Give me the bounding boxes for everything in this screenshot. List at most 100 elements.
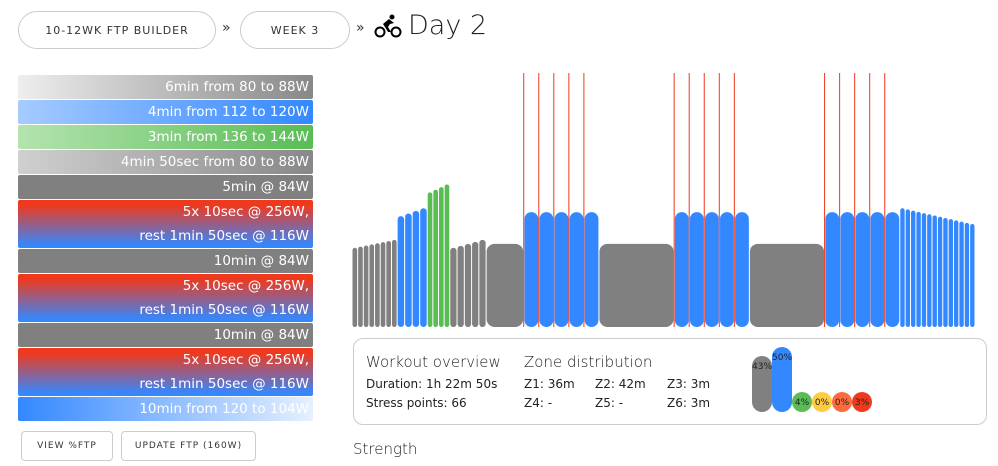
power-bar xyxy=(369,244,375,327)
interval-label: rest 1min 50sec @ 116W xyxy=(139,228,309,244)
recovery-bar xyxy=(870,212,885,327)
power-bar xyxy=(427,192,433,327)
interval-row[interactable]: 10min from 120 to 104W xyxy=(18,397,313,421)
power-bar xyxy=(954,220,959,327)
recovery-bar xyxy=(524,212,539,327)
interval-label: 10min @ 84W xyxy=(213,253,309,269)
overview-title: Workout overview xyxy=(366,353,501,371)
breadcrumb-plan[interactable]: 10-12WK FTP BUILDER xyxy=(18,11,216,49)
interval-label: 5x 10sec @ 256W, xyxy=(182,204,309,220)
workout-overview-panel: Workout overview Duration: 1h 22m 50s St… xyxy=(353,338,987,425)
power-bar xyxy=(386,241,391,327)
zone-percent-bar: 43% xyxy=(752,356,772,412)
power-bar xyxy=(397,216,405,327)
stress-points: Stress points: 66 xyxy=(366,396,467,410)
interval-label: 5x 10sec @ 256W, xyxy=(182,352,309,368)
zone-percent-bar: 0% xyxy=(832,392,852,412)
power-bar xyxy=(749,243,825,327)
interval-row[interactable]: 5x 10sec @ 256W, rest 1min 50sec @ 116W xyxy=(18,348,313,396)
zone-title: Zone distribution xyxy=(524,353,653,371)
power-bar xyxy=(900,208,905,327)
power-bar xyxy=(450,247,457,327)
update-ftp-button[interactable]: UPDATE FTP (160W) xyxy=(121,431,256,461)
view-ftp-button[interactable]: VIEW %FTP xyxy=(21,431,113,461)
power-bar xyxy=(405,213,412,327)
interval-label: 6min from 80 to 88W xyxy=(165,79,309,95)
recovery-bar xyxy=(584,212,599,327)
recovery-bar xyxy=(689,212,704,327)
power-bar xyxy=(391,239,397,327)
page-title: Day 2 xyxy=(374,10,487,41)
interval-row[interactable]: 10min @ 84W xyxy=(18,323,313,347)
power-bar xyxy=(464,243,472,327)
interval-label: rest 1min 50sec @ 116W xyxy=(139,302,309,318)
interval-row[interactable]: 4min 50sec from 80 to 88W xyxy=(18,150,313,174)
recovery-bar xyxy=(855,212,870,327)
section-strength: Strength xyxy=(353,440,418,458)
power-bar xyxy=(916,211,921,327)
power-bar xyxy=(599,243,674,327)
breadcrumb-separator: » xyxy=(356,20,365,36)
power-bar xyxy=(433,189,438,327)
interval-row[interactable]: 3min from 136 to 144W xyxy=(18,125,313,149)
power-bar xyxy=(472,241,479,327)
zone-z5: Z5: - xyxy=(595,396,624,410)
interval-label: 3min from 136 to 144W xyxy=(147,129,309,145)
power-bar xyxy=(438,187,444,327)
power-bar xyxy=(352,247,358,327)
zone-z2: Z2: 42m xyxy=(595,377,646,391)
recovery-bar xyxy=(674,212,689,327)
recovery-bar xyxy=(825,212,840,327)
interval-row[interactable]: 10min @ 84W xyxy=(18,249,313,273)
recovery-bar xyxy=(720,212,734,327)
power-bar xyxy=(358,246,363,327)
interval-label: 5x 10sec @ 256W, xyxy=(182,278,309,294)
power-bar xyxy=(959,221,964,327)
zone-percent-bar: 4% xyxy=(792,392,812,412)
interval-label: 5min @ 84W xyxy=(222,179,309,195)
interval-label: rest 1min 50sec @ 116W xyxy=(139,376,309,392)
recovery-bar xyxy=(554,212,569,327)
power-bar xyxy=(486,243,524,327)
power-bar xyxy=(921,213,927,327)
interval-row[interactable]: 5x 10sec @ 256W, rest 1min 50sec @ 116W xyxy=(18,274,313,322)
power-bar xyxy=(911,210,916,327)
interval-label: 10min from 120 to 104W xyxy=(139,401,309,417)
recovery-bar xyxy=(539,212,554,327)
power-bar xyxy=(932,215,937,327)
zone-percent-bar: 50% xyxy=(772,347,792,412)
power-bar xyxy=(375,243,380,327)
power-bar xyxy=(380,242,386,327)
interval-label: 4min from 112 to 120W xyxy=(147,104,309,120)
interval-row[interactable]: 4min from 112 to 120W xyxy=(18,100,313,124)
recovery-bar xyxy=(704,212,719,327)
power-bar xyxy=(363,245,369,327)
breadcrumb-week[interactable]: WEEK 3 xyxy=(240,11,350,49)
power-bar xyxy=(905,209,911,327)
interval-row[interactable]: 5min @ 84W xyxy=(18,175,313,199)
day-title: Day 2 xyxy=(408,10,488,41)
interval-row[interactable]: 5x 10sec @ 256W, rest 1min 50sec @ 116W xyxy=(18,200,313,248)
recovery-bar xyxy=(569,212,584,327)
recovery-bar xyxy=(735,212,749,327)
workout-chart xyxy=(352,73,975,327)
power-bar xyxy=(479,239,486,327)
power-bar xyxy=(420,208,427,327)
zone-z1: Z1: 36m xyxy=(524,377,575,391)
power-bar xyxy=(943,217,948,327)
interval-list: 6min from 80 to 88W 4min from 112 to 120W… xyxy=(18,75,313,422)
zone-percent-bar: 3% xyxy=(852,392,872,412)
power-bar xyxy=(412,210,420,327)
power-bar xyxy=(937,216,943,327)
power-bar xyxy=(964,222,970,327)
interval-label: 10min @ 84W xyxy=(213,327,309,343)
breadcrumb-separator: » xyxy=(222,20,231,36)
interval-row[interactable]: 6min from 80 to 88W xyxy=(18,75,313,99)
interval-label: 4min 50sec from 80 to 88W xyxy=(120,154,309,170)
zone-percent-bar: 0% xyxy=(812,392,832,412)
power-bar xyxy=(457,245,464,327)
zone-z3: Z3: 3m xyxy=(667,377,711,391)
power-bar xyxy=(948,219,954,327)
recovery-bar xyxy=(840,212,855,327)
zone-z4: Z4: - xyxy=(524,396,553,410)
